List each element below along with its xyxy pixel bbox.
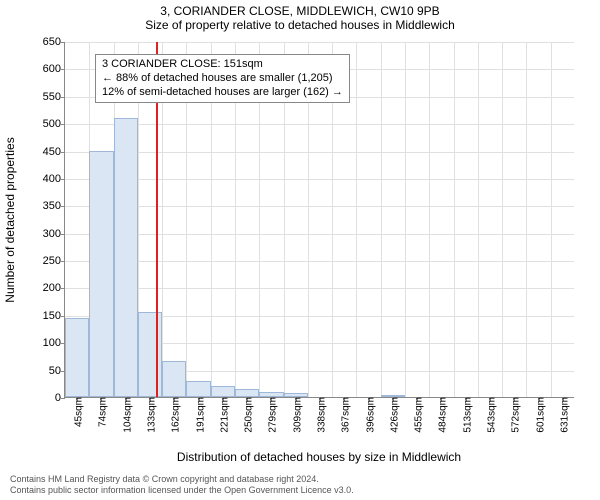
page-subtitle: Size of property relative to detached ho… — [0, 18, 600, 32]
x-gridline — [478, 42, 479, 397]
y-tick-label: 0 — [55, 392, 65, 404]
histogram-bar — [138, 312, 162, 397]
x-tick-label: 45sqm — [70, 397, 85, 427]
x-tick-label: 631sqm — [555, 397, 570, 433]
x-tick-label: 162sqm — [167, 397, 182, 433]
x-gridline — [429, 42, 430, 397]
footer-attribution: Contains HM Land Registry data © Crown c… — [10, 474, 590, 496]
histogram-plot: 0501001502002503003504004505005506006504… — [64, 42, 574, 398]
y-tick-label: 350 — [43, 200, 65, 212]
histogram-bar — [162, 361, 186, 397]
x-tick-label: 543sqm — [483, 397, 498, 433]
annotation-line: ← 88% of detached houses are smaller (1,… — [102, 72, 343, 86]
x-tick-label: 513sqm — [458, 397, 473, 433]
x-gridline — [356, 42, 357, 397]
y-tick-label: 50 — [49, 365, 65, 377]
x-tick-label: 250sqm — [240, 397, 255, 433]
annotation-line: 12% of semi-detached houses are larger (… — [102, 86, 343, 100]
x-gridline — [502, 42, 503, 397]
histogram-bar — [114, 118, 138, 397]
x-tick-label: 309sqm — [288, 397, 303, 433]
annotation-box: 3 CORIANDER CLOSE: 151sqm← 88% of detach… — [95, 54, 350, 103]
page-title-address: 3, CORIANDER CLOSE, MIDDLEWICH, CW10 9PB — [0, 0, 600, 18]
y-gridline — [65, 124, 574, 125]
footer-line1: Contains HM Land Registry data © Crown c… — [10, 474, 590, 485]
histogram-bar — [89, 151, 113, 397]
x-tick-label: 601sqm — [531, 397, 546, 433]
x-tick-label: 396sqm — [361, 397, 376, 433]
y-gridline — [65, 42, 574, 43]
y-gridline — [65, 152, 574, 153]
y-gridline — [65, 288, 574, 289]
histogram-bar — [186, 381, 210, 397]
x-gridline — [551, 42, 552, 397]
y-tick-label: 450 — [43, 146, 65, 158]
x-axis-label: Distribution of detached houses by size … — [64, 450, 574, 464]
x-tick-label: 133sqm — [143, 397, 158, 433]
histogram-bar — [65, 318, 89, 397]
y-tick-label: 650 — [43, 36, 65, 48]
x-tick-label: 74sqm — [94, 397, 109, 427]
footer-line2: Contains public sector information licen… — [10, 485, 590, 496]
x-tick-label: 455sqm — [410, 397, 425, 433]
x-tick-label: 221sqm — [215, 397, 230, 433]
x-gridline — [381, 42, 382, 397]
x-tick-label: 572sqm — [507, 397, 522, 433]
y-tick-label: 600 — [43, 63, 65, 75]
x-tick-label: 191sqm — [191, 397, 206, 433]
x-tick-label: 104sqm — [118, 397, 133, 433]
x-tick-label: 484sqm — [434, 397, 449, 433]
x-tick-label: 367sqm — [337, 397, 352, 433]
x-gridline — [526, 42, 527, 397]
y-gridline — [65, 179, 574, 180]
y-axis-label: Number of detached properties — [3, 137, 17, 302]
x-gridline — [454, 42, 455, 397]
y-tick-label: 200 — [43, 282, 65, 294]
x-gridline — [405, 42, 406, 397]
y-tick-label: 250 — [43, 255, 65, 267]
y-tick-label: 100 — [43, 337, 65, 349]
y-tick-label: 500 — [43, 118, 65, 130]
y-gridline — [65, 234, 574, 235]
y-tick-label: 400 — [43, 173, 65, 185]
x-tick-label: 279sqm — [264, 397, 279, 433]
y-tick-label: 550 — [43, 91, 65, 103]
y-tick-label: 300 — [43, 228, 65, 240]
x-tick-label: 426sqm — [385, 397, 400, 433]
y-gridline — [65, 206, 574, 207]
y-gridline — [65, 261, 574, 262]
histogram-bar — [235, 389, 259, 397]
histogram-bar — [211, 386, 235, 397]
annotation-line: 3 CORIANDER CLOSE: 151sqm — [102, 58, 343, 72]
y-tick-label: 150 — [43, 310, 65, 322]
x-tick-label: 338sqm — [313, 397, 328, 433]
